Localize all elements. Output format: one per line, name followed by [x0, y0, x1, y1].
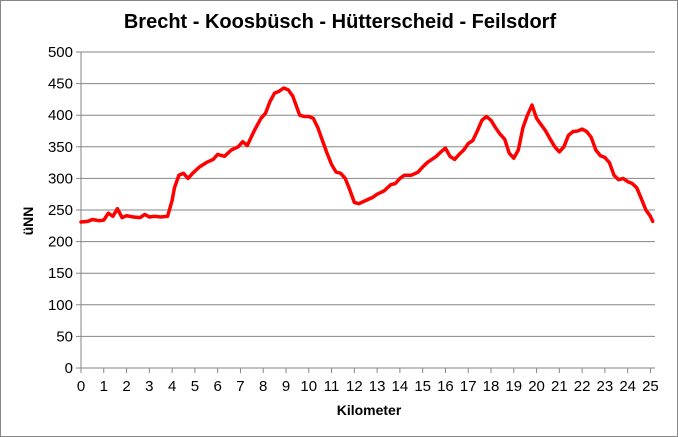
y-tick-label: 450 — [48, 76, 73, 93]
x-tick-label: 1 — [100, 378, 108, 395]
y-tick-label: 500 — [48, 44, 73, 61]
x-tick-label: 16 — [437, 378, 454, 395]
y-tick-label: 250 — [48, 202, 73, 219]
series-group — [79, 86, 655, 224]
x-tick-label: 11 — [324, 378, 340, 395]
x-tick-label: 15 — [414, 378, 431, 395]
x-tick-labels: 0 1 2 3 4 5 6 7 8 9 10 11 12 13 14 15 16 17 18 19 20 21 22 23 24… — [77, 378, 659, 395]
x-tick-label: 24 — [619, 378, 636, 395]
axes — [76, 51, 655, 373]
y-tick-labels: 0 50 100 150 200 250 300 350 400 450 500 — [48, 44, 73, 377]
y-tick-label: 350 — [48, 139, 73, 156]
x-tick-label: 0 — [77, 378, 85, 395]
grid-lines — [81, 51, 655, 337]
x-tick-label: 18 — [483, 378, 500, 395]
x-tick-label: 19 — [505, 378, 522, 395]
x-tick-label: 14 — [392, 378, 409, 395]
chart-title: Brecht - Koosbüsch - Hütterscheid - Feil… — [123, 11, 557, 33]
x-tick-label: 22 — [574, 378, 591, 395]
x-tick-label: 17 — [460, 378, 477, 395]
y-tick-label: 300 — [48, 170, 73, 187]
x-tick-label: 6 — [213, 378, 221, 395]
x-tick-label: 5 — [191, 378, 199, 395]
y-axis-label: üNN — [20, 206, 36, 236]
y-tick-label: 0 — [65, 360, 73, 377]
x-tick-label: 9 — [282, 378, 290, 395]
y-tick-label: 50 — [56, 328, 73, 345]
x-tick-label: 7 — [236, 378, 244, 395]
x-tick-label: 20 — [528, 378, 545, 395]
y-tick-label: 200 — [48, 234, 73, 251]
x-tick-label: 12 — [346, 378, 363, 395]
x-tick-label: 25 — [642, 378, 659, 395]
x-axis-label: Kilometer — [336, 402, 402, 418]
x-tick-label: 3 — [145, 378, 153, 395]
y-tick-label: 150 — [48, 265, 73, 282]
x-tick-label: 8 — [259, 378, 267, 395]
x-tick-label: 10 — [300, 378, 317, 395]
x-tick-label: 21 — [551, 378, 568, 395]
elevation-series-line — [79, 86, 655, 224]
x-tick-label: 13 — [369, 378, 386, 395]
x-tick-label: 2 — [122, 378, 130, 395]
x-tick-label: 4 — [168, 378, 176, 395]
y-tick-label: 400 — [48, 107, 73, 124]
y-tick-label: 100 — [48, 297, 73, 314]
x-tick-label: 23 — [597, 378, 614, 395]
